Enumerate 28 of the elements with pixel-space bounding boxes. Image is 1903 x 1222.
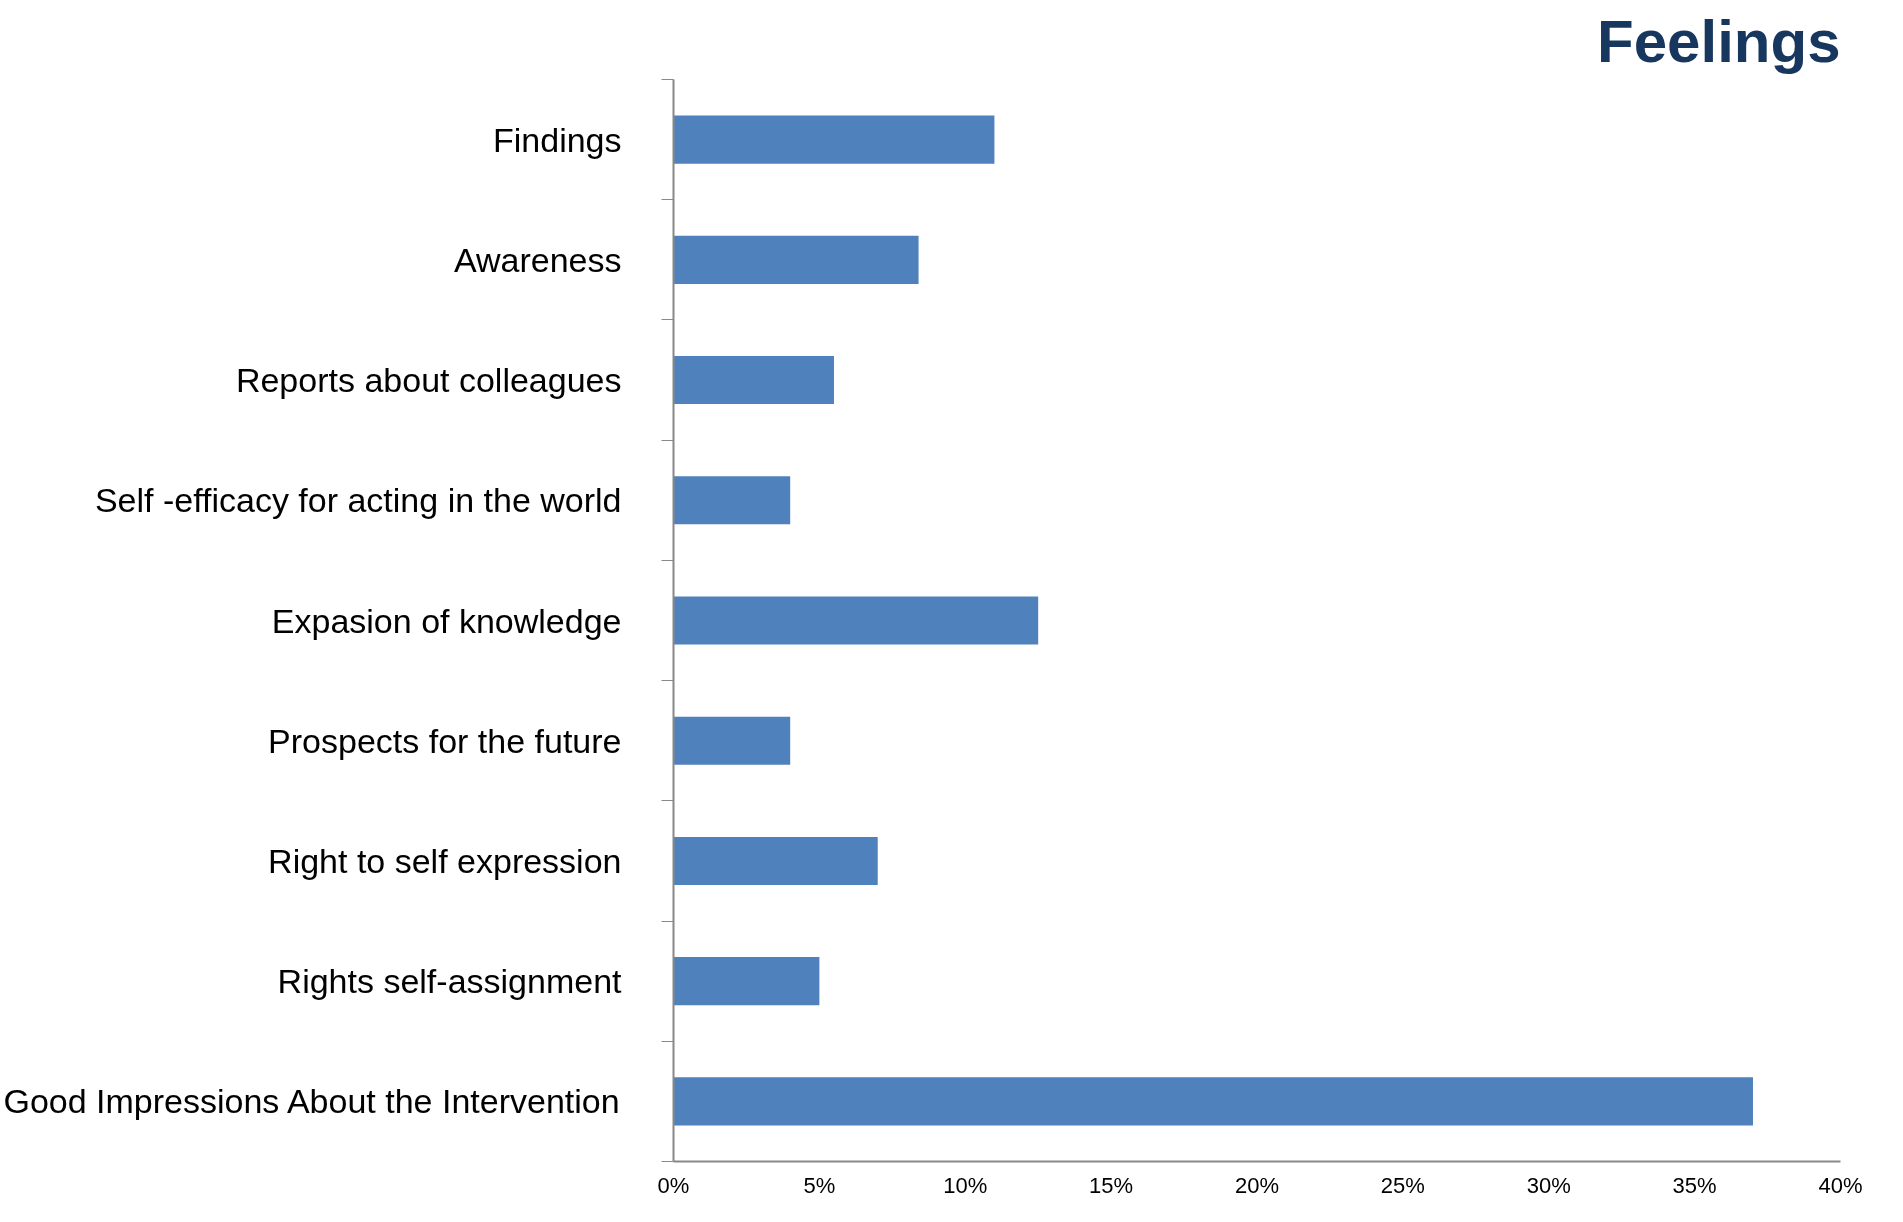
bar xyxy=(673,836,878,885)
bar xyxy=(673,235,919,284)
y-tick-label: Right to self expression xyxy=(268,841,622,880)
x-tick-label: 10% xyxy=(943,1172,988,1198)
y-tick-label: Prospects for the future xyxy=(268,721,622,760)
bar xyxy=(673,115,995,164)
x-tick-label: 20% xyxy=(1234,1172,1280,1198)
x-tick-label: 25% xyxy=(1380,1172,1425,1198)
bar xyxy=(673,596,1039,645)
y-tick-label: Self -efficacy for acting in the world xyxy=(94,481,622,520)
bar xyxy=(673,476,791,525)
y-tick-label: Expasion of knowledge xyxy=(271,601,622,640)
y-tick-label: Good Impressions About the Intervention xyxy=(3,1082,620,1121)
bar xyxy=(673,356,834,405)
y-tick-label: Rights self-assignment xyxy=(277,962,623,1001)
bar xyxy=(673,716,791,765)
x-tick-label: 15% xyxy=(1089,1172,1134,1198)
x-tick-label: 0% xyxy=(657,1172,690,1198)
x-tick-label: 5% xyxy=(803,1172,836,1198)
x-tick-label: 30% xyxy=(1526,1172,1571,1198)
bar xyxy=(673,1077,1753,1126)
y-tick-label: Findings xyxy=(492,120,622,159)
chart-title: Feelings xyxy=(1597,7,1841,75)
y-tick-label: Awareness xyxy=(453,240,622,279)
bar xyxy=(673,957,820,1006)
x-tick-label: 35% xyxy=(1672,1172,1717,1198)
x-tick-label: 40% xyxy=(1818,1172,1863,1198)
y-tick-label: Reports about colleagues xyxy=(235,361,622,400)
